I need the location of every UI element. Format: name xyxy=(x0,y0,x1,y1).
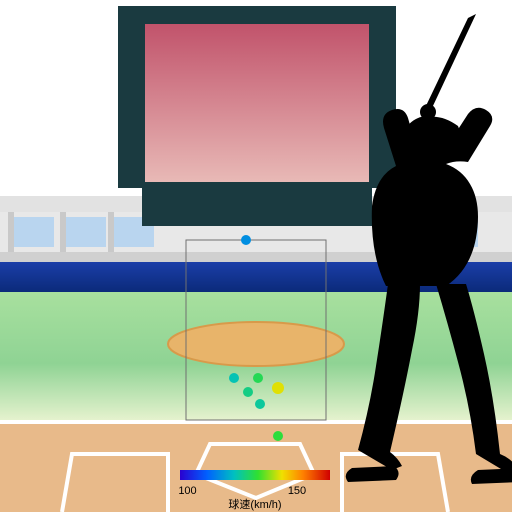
legend-bar xyxy=(180,470,330,480)
pitch-marker xyxy=(272,382,284,394)
pitch-marker xyxy=(229,373,239,383)
legend-label: 球速(km/h) xyxy=(228,497,281,511)
legend-tick: 100 xyxy=(178,485,196,497)
legend-tick: 150 xyxy=(288,485,306,497)
pitch-marker xyxy=(241,235,251,245)
pitch-location-chart: 100 150 球速(km/h) xyxy=(0,0,512,512)
pitch-marker xyxy=(273,431,283,441)
pitch-marker xyxy=(253,373,263,383)
pitch-marker xyxy=(255,399,265,409)
pitch-marker xyxy=(243,387,253,397)
